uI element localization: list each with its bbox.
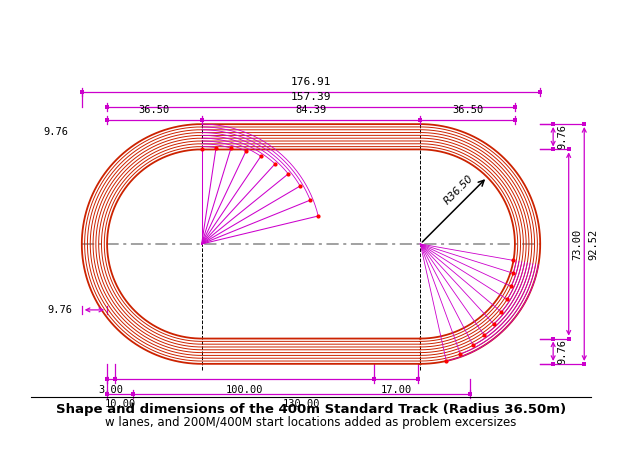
Text: w lanes, and 200M/400M start locations added as problem excersizes: w lanes, and 200M/400M start locations a…	[105, 416, 517, 429]
Text: 157.39: 157.39	[290, 92, 332, 102]
Text: 84.39: 84.39	[295, 105, 327, 115]
Text: 9.76: 9.76	[48, 305, 73, 315]
Text: 10.00: 10.00	[104, 399, 136, 409]
Text: 9.76: 9.76	[557, 339, 567, 364]
Text: 17.00: 17.00	[381, 385, 412, 395]
Text: R36.50: R36.50	[442, 173, 476, 207]
Text: 36.50: 36.50	[139, 105, 170, 115]
Text: 130.00: 130.00	[282, 399, 320, 409]
Text: 100.00: 100.00	[226, 385, 263, 395]
Text: 3.00: 3.00	[98, 385, 124, 395]
Text: 36.50: 36.50	[452, 105, 483, 115]
Text: Shape and dimensions of the 400m Standard Track (Radius 36.50m): Shape and dimensions of the 400m Standar…	[56, 403, 566, 416]
Text: 92.52: 92.52	[588, 228, 598, 260]
Text: 9.76: 9.76	[557, 124, 567, 149]
Text: 176.91: 176.91	[290, 76, 332, 86]
Text: 9.76: 9.76	[44, 127, 69, 137]
Text: 73.00: 73.00	[573, 228, 583, 260]
